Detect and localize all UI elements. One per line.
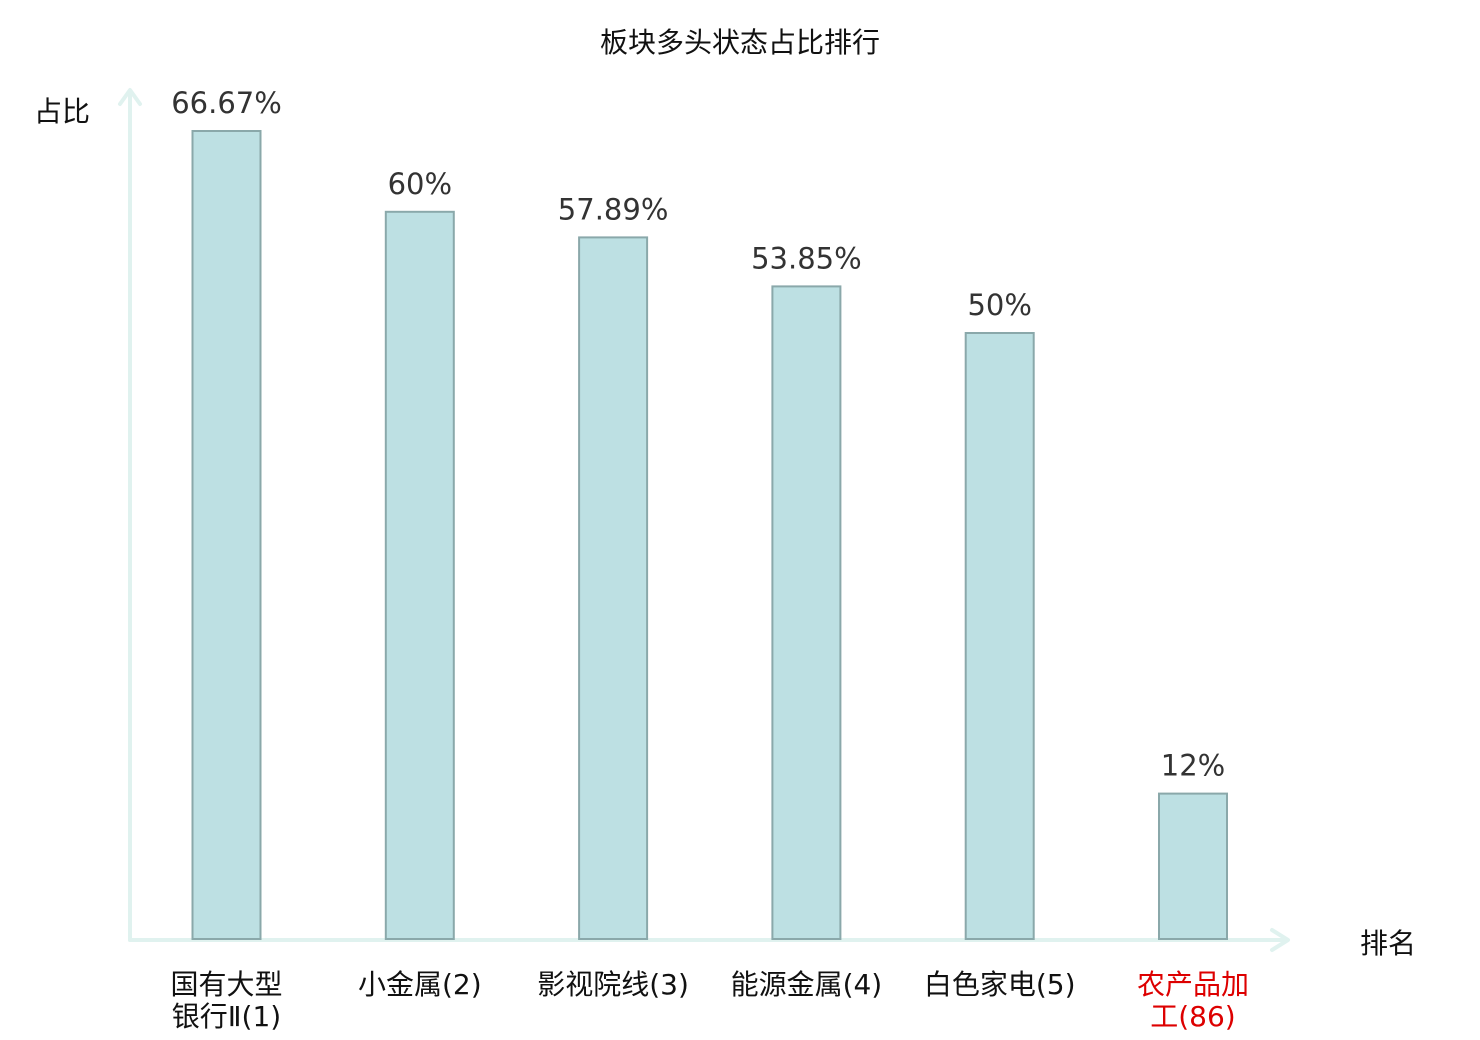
category-label-line: 银行Ⅱ(1) <box>172 1000 281 1033</box>
value-label-5: 50% <box>967 288 1031 322</box>
y-axis-arrow-icon <box>118 88 142 106</box>
value-label-3: 57.89% <box>558 192 669 226</box>
category-label-line: 国有大型 <box>170 968 282 1001</box>
axes: 占比 排名 <box>34 88 1416 960</box>
bar-3 <box>578 236 649 940</box>
category-label-3: 影视院线(3) <box>537 968 689 1001</box>
bar-5 <box>964 332 1035 940</box>
y-axis-label: 占比 <box>34 95 90 128</box>
value-label-6: 12% <box>1161 749 1225 783</box>
category-label-line: 能源金属(4) <box>731 968 883 1001</box>
x-axis-label: 排名 <box>1360 927 1416 960</box>
category-label-4: 能源金属(4) <box>731 968 883 1001</box>
category-label-line: 小金属(2) <box>358 968 482 1001</box>
category-label-5: 白色家电(5) <box>924 968 1076 1001</box>
value-label-4: 53.85% <box>751 241 862 275</box>
category-labels-group: 国有大型银行Ⅱ(1) 小金属(2) 影视院线(3) 能源金属(4) 白色家电(5) 农产品… <box>170 968 1249 1033</box>
value-labels-group: 66.67% 60% 57.89% 53.85% 50% 12% <box>171 86 1225 783</box>
bar-4 <box>771 285 842 940</box>
category-label-line: 白色家电(5) <box>924 968 1076 1001</box>
category-label-line: 影视院线(3) <box>537 968 689 1001</box>
category-label-2: 小金属(2) <box>358 968 482 1001</box>
category-label-6: 农产品加工(86) <box>1137 968 1249 1033</box>
bars-group <box>191 130 1228 941</box>
category-label-1: 国有大型银行Ⅱ(1) <box>170 968 282 1033</box>
x-axis-arrow-icon <box>1270 928 1290 952</box>
category-label-line: 农产品加 <box>1137 968 1249 1001</box>
category-label-line: 工(86) <box>1150 1000 1235 1033</box>
value-label-2: 60% <box>388 167 452 201</box>
chart-title: 板块多头状态占比排行 <box>600 26 880 59</box>
bar-2 <box>384 210 455 941</box>
bar-6 <box>1158 792 1228 940</box>
value-label-1: 66.67% <box>171 86 282 120</box>
bar-1 <box>191 130 262 940</box>
